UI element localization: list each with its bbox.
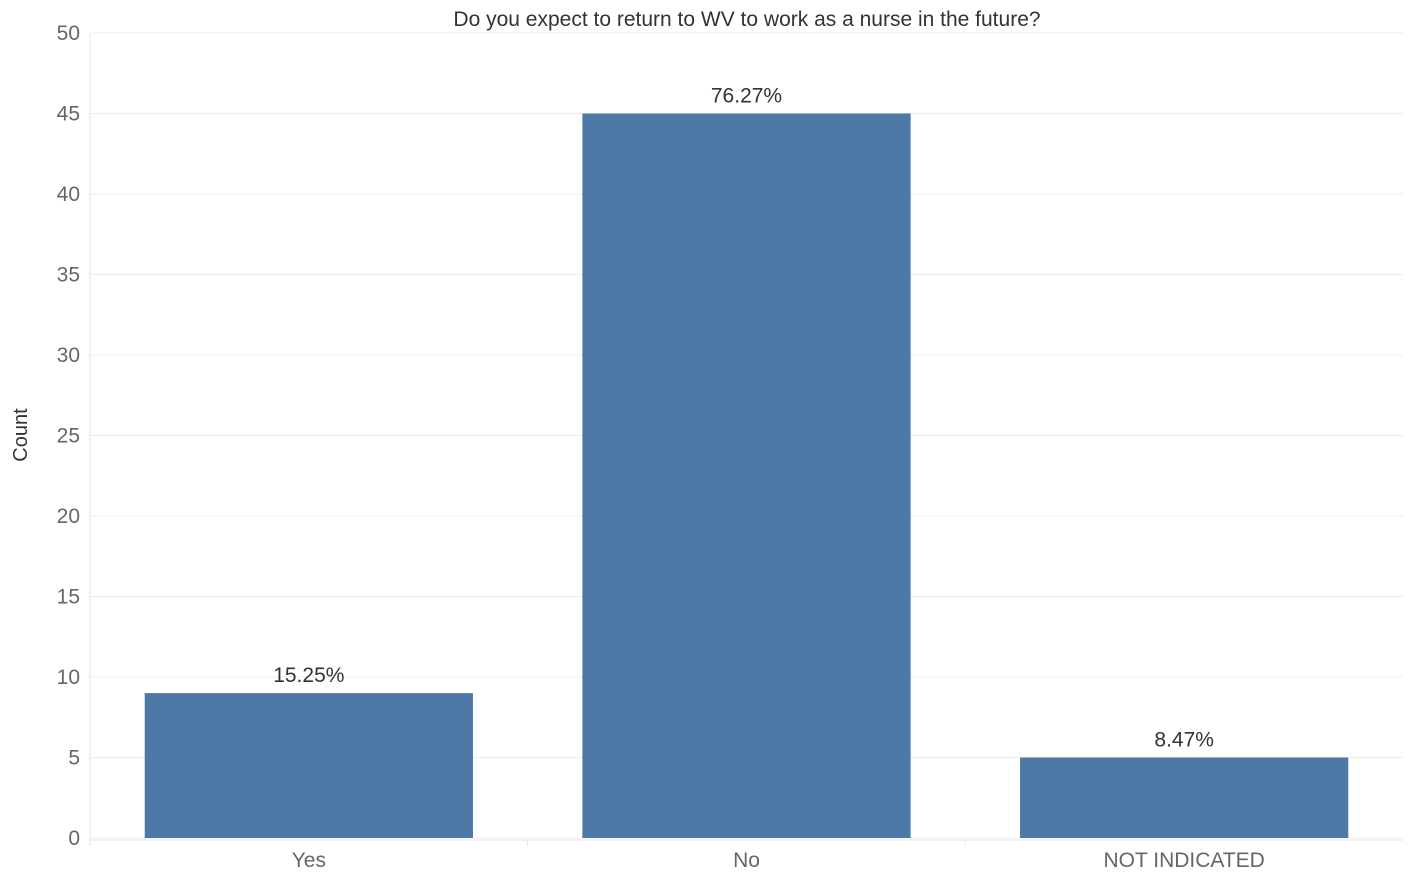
y-axis-label: Count [10,408,32,462]
bar [1020,757,1349,838]
bars [144,113,1349,838]
y-tick-label: 20 [57,505,80,528]
y-tick-label: 40 [57,183,80,206]
bar [144,693,473,838]
y-tick-label: 25 [57,425,80,448]
data-label: 8.47% [1154,729,1214,752]
y-tick-label: 10 [57,666,80,689]
y-tick-label: 50 [57,22,80,45]
y-tick-label: 15 [57,586,80,609]
x-axis-ticks: Yes No NOT INDICATED [292,849,1265,872]
y-tick-label: 35 [57,264,80,287]
chart-title: Do you expect to return to WV to work as… [453,8,1040,31]
y-tick-label: 30 [57,344,80,367]
bar [582,113,911,838]
y-tick-label: 45 [57,103,80,126]
x-tick-label: No [733,849,760,872]
data-label: 76.27% [711,85,782,108]
x-tick-label: Yes [292,849,326,872]
x-tick-label: NOT INDICATED [1103,849,1264,872]
data-labels: 15.25% 76.27% 8.47% [273,85,1214,752]
y-axis-ticks: 0 5 10 15 20 25 30 35 40 45 50 [57,22,80,850]
y-tick-label: 5 [68,747,80,770]
y-tick-label: 0 [68,827,80,850]
data-label: 15.25% [273,664,344,687]
